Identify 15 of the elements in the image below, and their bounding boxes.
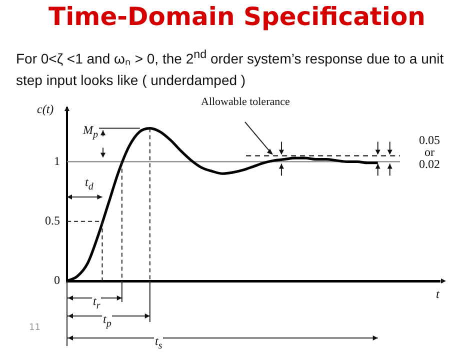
annotation: 0.05 or 0.02 bbox=[418, 133, 441, 171]
text: t$_{s}$ bbox=[155, 334, 162, 352]
text: t$_{p}$ bbox=[103, 312, 112, 330]
chart-subtitle: For 0<ζ <1 and ωₙ > 0, the 2$^{nd}$ order system’s response due to a unit step input looks like ( underdamped ) bbox=[16, 47, 445, 90]
annotation: t$_{d}$ bbox=[85, 175, 94, 192]
annotation: M$_{p}$ bbox=[83, 123, 98, 140]
x-axis-title: t bbox=[436, 287, 440, 302]
y-tick-label: 0 bbox=[54, 273, 60, 288]
y-tick-label: 0.5 bbox=[45, 214, 60, 228]
annotation: Allowable tolerance bbox=[200, 96, 291, 108]
chart-title: Time-Domain Specification bbox=[48, 2, 426, 31]
y-axis-title: c(t) bbox=[37, 102, 54, 117]
text: 11 bbox=[28, 322, 42, 334]
text: t$_{r}$ bbox=[93, 294, 100, 312]
y-tick-label: 1 bbox=[54, 154, 60, 168]
